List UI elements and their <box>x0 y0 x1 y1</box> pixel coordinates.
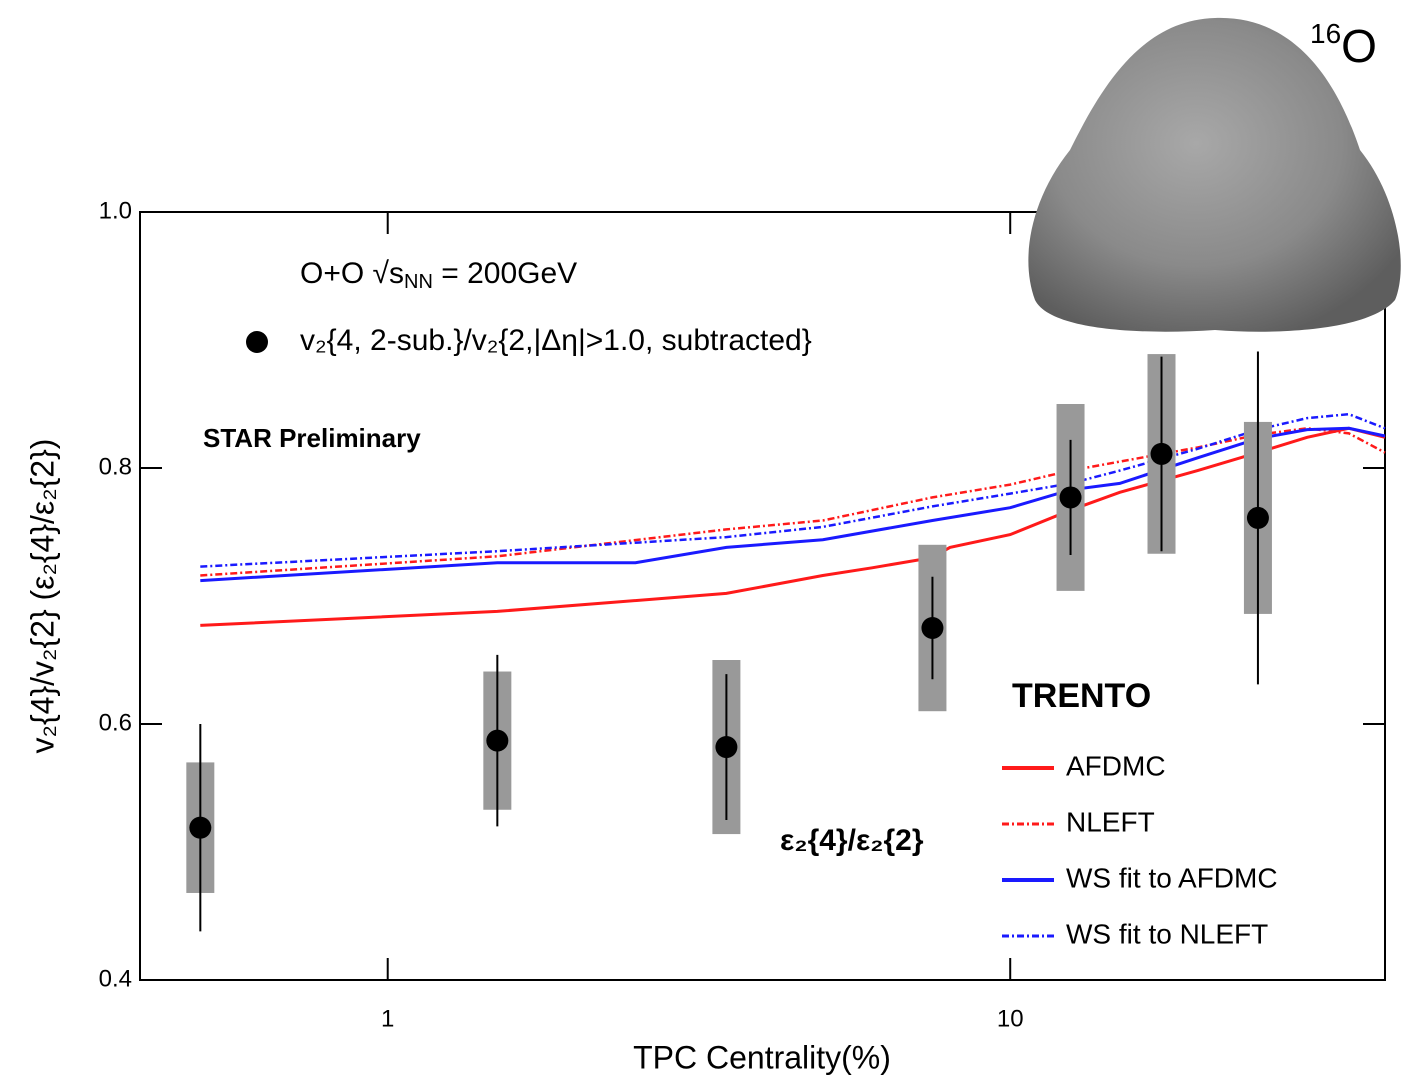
y-tick-label: 0.6 <box>99 709 132 736</box>
y-tick-label: 0.4 <box>99 965 132 992</box>
data-point <box>486 729 509 752</box>
preliminary-label: STAR Preliminary <box>203 423 421 453</box>
x-axis-label: TPC Centrality(%) <box>633 1039 891 1075</box>
data-point <box>1059 486 1082 509</box>
legend-label: WS fit to NLEFT <box>1066 918 1268 949</box>
data-point <box>189 816 212 839</box>
legend-label: NLEFT <box>1066 806 1155 837</box>
plot-frame <box>139 211 1386 981</box>
y-axis-label: v₂{4}/v₂{2} (ε₂{4}/ε₂{2}) <box>24 439 60 754</box>
model-curve <box>200 426 1386 627</box>
data-point <box>1246 506 1269 529</box>
data-point <box>921 617 944 639</box>
x-tick-label: 10 <box>997 1005 1024 1032</box>
legend-marker <box>246 331 268 353</box>
legend-label: v₂{4, 2-sub.}/v₂{2,|Δη|>1.0, subtracted} <box>300 324 812 357</box>
legend-label: AFDMC <box>1066 750 1166 781</box>
legend-label: WS fit to AFDMC <box>1066 862 1278 893</box>
y-tick-label: 1.0 <box>99 197 132 224</box>
nucleus-label: 16O <box>1310 18 1377 72</box>
model-curve <box>200 426 1386 583</box>
data-point <box>1150 442 1173 465</box>
nucleus-shape <box>1028 17 1401 332</box>
y-tick-label: 0.8 <box>99 453 132 480</box>
x-tick-label: 1 <box>381 1005 394 1032</box>
system-label: O+O √sNN = 200GeV <box>300 257 577 293</box>
nucleus: 16O <box>1028 17 1401 332</box>
data-point <box>715 736 738 759</box>
model-curve <box>200 427 1386 577</box>
legend-title: TRENTO <box>1012 677 1151 715</box>
model-label: ε₂{4}/ε₂{2} <box>780 824 924 857</box>
